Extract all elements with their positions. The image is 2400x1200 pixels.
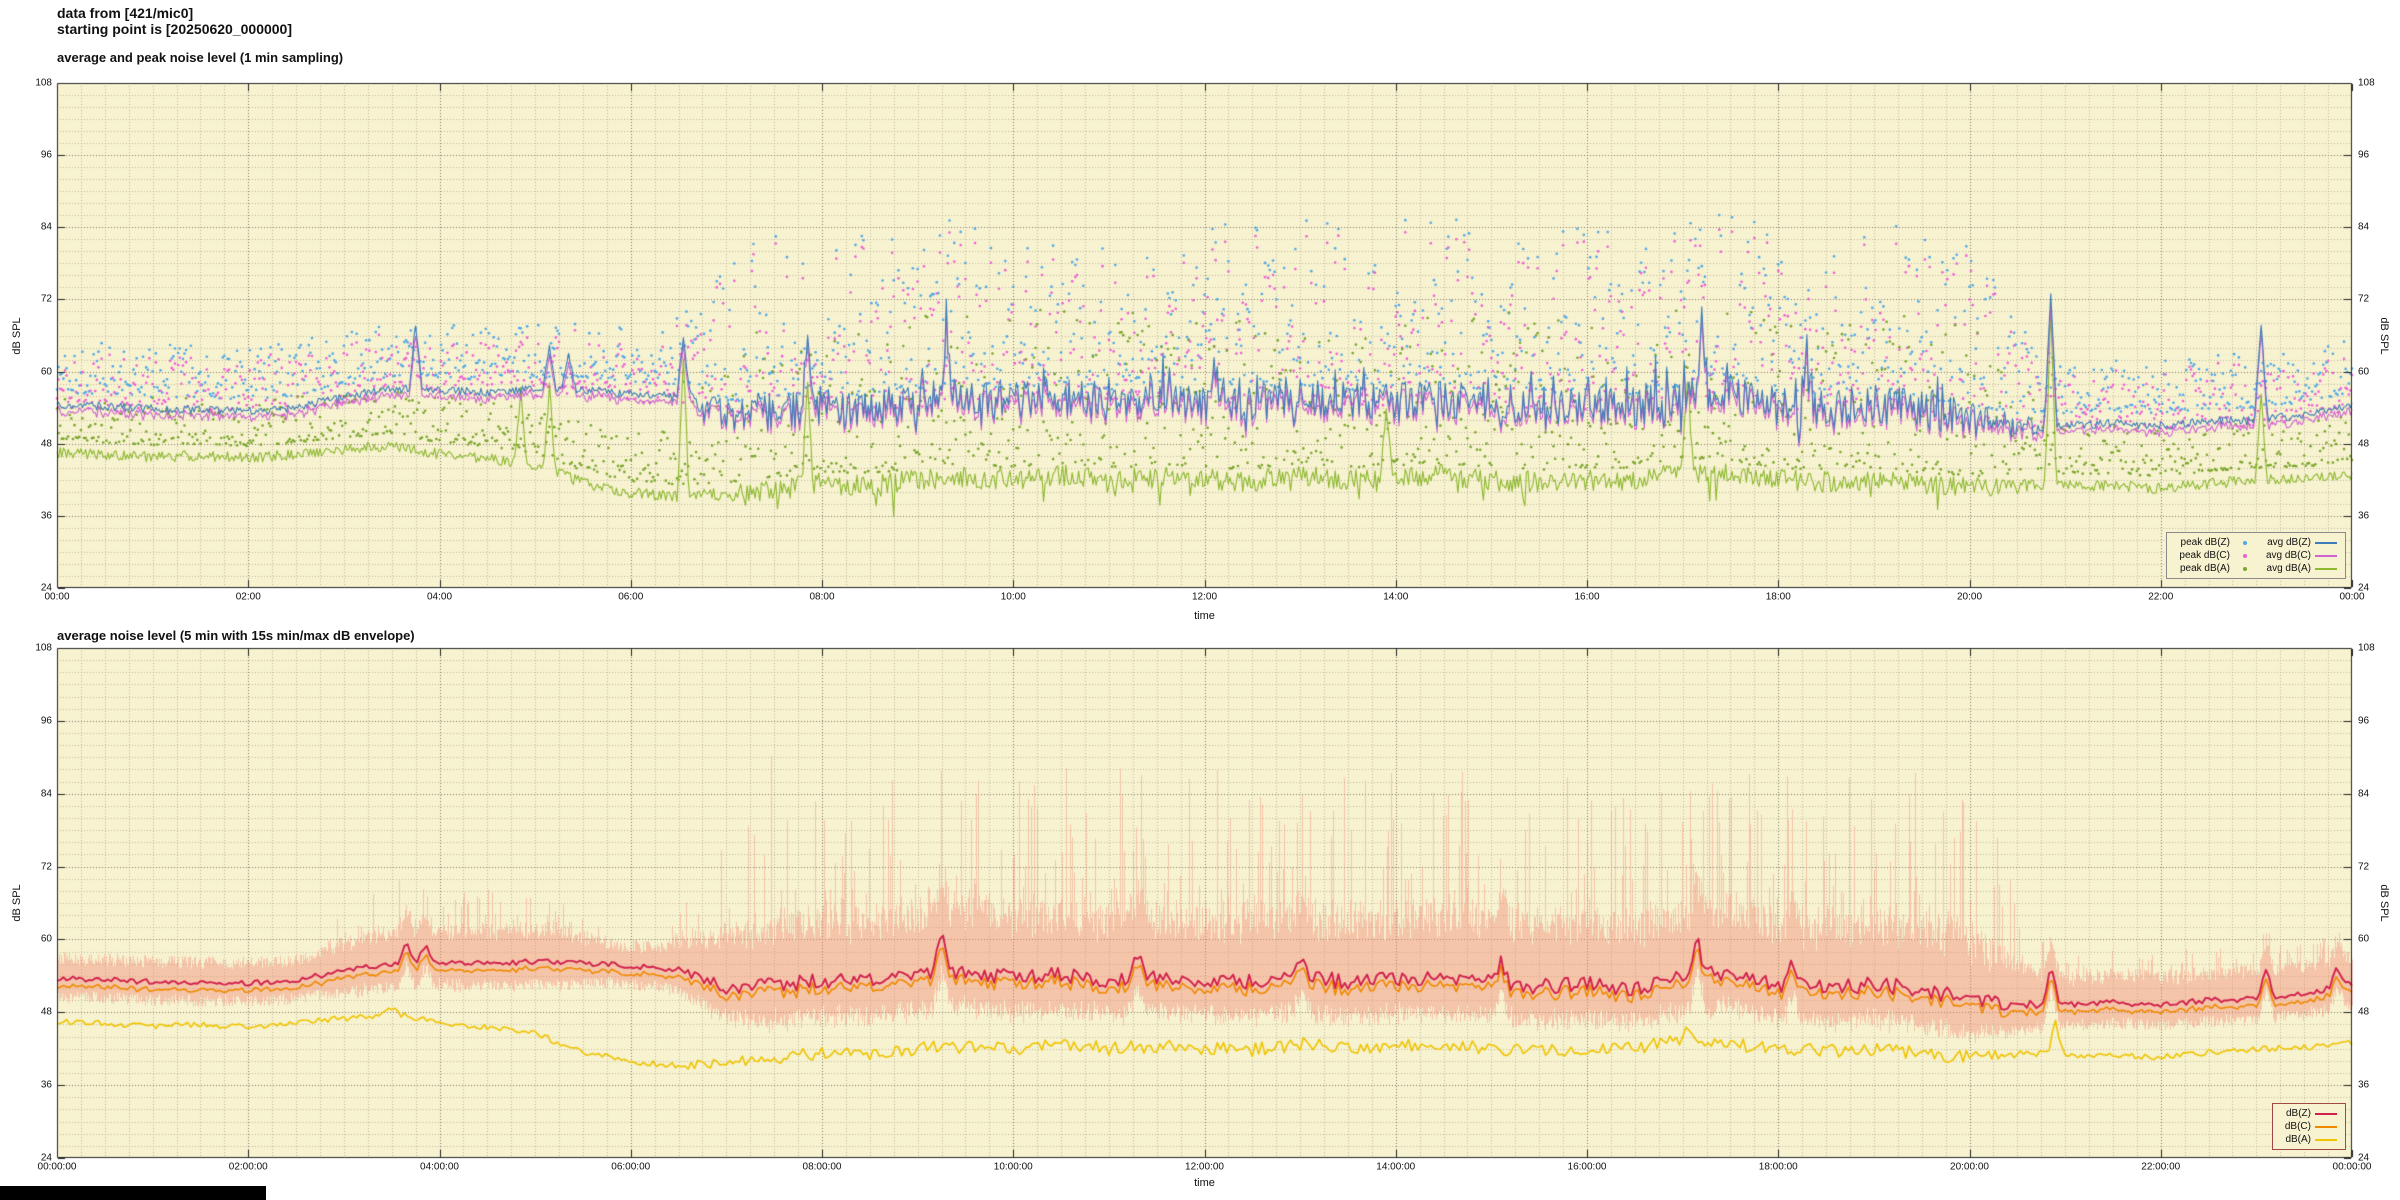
legend-line-swatch [2313, 549, 2339, 562]
x-tick-label: 14:00 [1383, 591, 1409, 603]
x-tick-label: 06:00 [618, 591, 644, 603]
y2-tick-label: 84 [2358, 788, 2370, 800]
x-tick-label: 20:00:00 [1950, 1161, 1989, 1173]
y2-tick-label: 96 [2358, 149, 2370, 161]
x-tick-label: 22:00:00 [2141, 1161, 2181, 1173]
x-tick-label: 04:00 [426, 591, 453, 603]
x-tick-label: 18:00 [1765, 591, 1791, 603]
y-tick-label: 108 [35, 642, 52, 654]
legend-label: avg dB(Z) [2267, 537, 2311, 548]
x-tick-label: 08:00:00 [802, 1161, 842, 1173]
y2-tick-label: 24 [2358, 1152, 2370, 1164]
x-tick-label: 22:00 [2148, 591, 2174, 603]
x-tick-label: 20:00 [1956, 591, 1983, 603]
x-tick-label: 02:00 [235, 591, 261, 603]
y-axis-label-left: dB SPL [11, 316, 23, 355]
y2-tick-label: 24 [2358, 582, 2370, 594]
y-axis-label-right: dB SPL [2378, 316, 2390, 355]
header-data-source: data from [421/mic0] [57, 5, 194, 21]
y-tick-label: 84 [40, 788, 52, 800]
x-tick-label: 14:00:00 [1376, 1161, 1416, 1173]
y2-tick-label: 108 [2358, 642, 2375, 654]
x-axis-label: time [1194, 1177, 1215, 1189]
x-axis-label: time [1194, 610, 1215, 622]
y-tick-label: 48 [40, 438, 52, 450]
legend-label: peak dB(A) [2179, 563, 2230, 574]
x-tick-label: 06:00:00 [611, 1161, 651, 1173]
x-tick-label: 02:00:00 [228, 1161, 268, 1173]
legend-label: dB(Z) [2286, 1108, 2311, 1119]
x-tick-label: 00:00:00 [2332, 1161, 2372, 1173]
y-tick-label: 96 [40, 149, 52, 161]
y-tick-label: 36 [40, 510, 52, 522]
y-tick-label: 72 [40, 861, 52, 873]
chart2-legend: dB(Z) dB(C) dB(A) [2271, 1103, 2346, 1150]
y2-tick-label: 96 [2358, 715, 2370, 727]
legend-dot-swatch [2232, 549, 2258, 562]
y-tick-label: 36 [40, 1079, 52, 1091]
x-tick-label: 00:00 [44, 591, 70, 603]
legend-dot-swatch [2232, 536, 2258, 549]
y-tick-label: 72 [40, 293, 52, 305]
y2-tick-label: 36 [2358, 1079, 2370, 1091]
y2-tick-label: 72 [2358, 293, 2370, 305]
legend-line-swatch [2313, 1133, 2339, 1146]
y-tick-label: 24 [40, 582, 52, 594]
x-tick-label: 04:00:00 [420, 1161, 459, 1173]
y-axis-label-left: dB SPL [11, 884, 23, 922]
x-tick-label: 16:00:00 [1567, 1161, 1607, 1173]
x-tick-label: 10:00:00 [993, 1161, 1033, 1173]
y2-tick-label: 84 [2358, 221, 2370, 233]
y-axis-label-right: dB SPL [2378, 884, 2390, 922]
x-tick-label: 12:00 [1191, 591, 1218, 603]
legend-line-swatch [2313, 1107, 2339, 1120]
y2-tick-label: 108 [2358, 77, 2375, 89]
legend-label: peak dB(Z) [2180, 537, 2230, 548]
x-tick-label: 00:00:00 [37, 1161, 77, 1173]
y-tick-label: 84 [40, 221, 52, 233]
y2-tick-label: 72 [2358, 861, 2370, 873]
bottom-left-black-bar [0, 1186, 266, 1200]
y-tick-label: 24 [40, 1152, 52, 1164]
legend-label: peak dB(C) [2179, 550, 2230, 561]
chart2-title: average noise level (5 min with 15s min/… [57, 628, 415, 643]
x-tick-label: 16:00 [1574, 591, 1600, 603]
x-tick-label: 10:00 [1000, 591, 1026, 603]
y-tick-label: 60 [40, 933, 52, 945]
legend-label: avg dB(C) [2265, 550, 2311, 561]
y-tick-label: 108 [35, 77, 52, 89]
y2-tick-label: 60 [2358, 366, 2370, 378]
legend-line-swatch [2313, 1120, 2339, 1133]
x-tick-label: 12:00:00 [1185, 1161, 1224, 1173]
y2-tick-label: 36 [2358, 510, 2370, 522]
legend-line-swatch [2313, 536, 2339, 549]
legend-line-swatch [2313, 562, 2339, 575]
header-start-point: starting point is [20250620_000000] [57, 21, 293, 37]
y-tick-label: 60 [40, 366, 52, 378]
x-tick-label: 08:00 [809, 591, 835, 603]
chart1-title: average and peak noise level (1 min samp… [57, 50, 344, 65]
y-tick-label: 48 [40, 1006, 52, 1018]
x-tick-label: 00:00 [2339, 591, 2365, 603]
x-tick-label: 18:00:00 [1758, 1161, 1798, 1173]
chart1-legend: peak dB(Z) avg dB(Z) peak dB(C) avg dB(C) pe… [2166, 532, 2346, 579]
legend-label: avg dB(A) [2266, 563, 2311, 574]
y-tick-label: 96 [40, 715, 52, 727]
y2-tick-label: 48 [2358, 438, 2370, 450]
y2-tick-label: 48 [2358, 1006, 2370, 1018]
legend-label: dB(A) [2285, 1134, 2311, 1145]
legend-label: dB(C) [2284, 1121, 2311, 1132]
y2-tick-label: 60 [2358, 933, 2370, 945]
legend-dot-swatch [2232, 562, 2258, 575]
